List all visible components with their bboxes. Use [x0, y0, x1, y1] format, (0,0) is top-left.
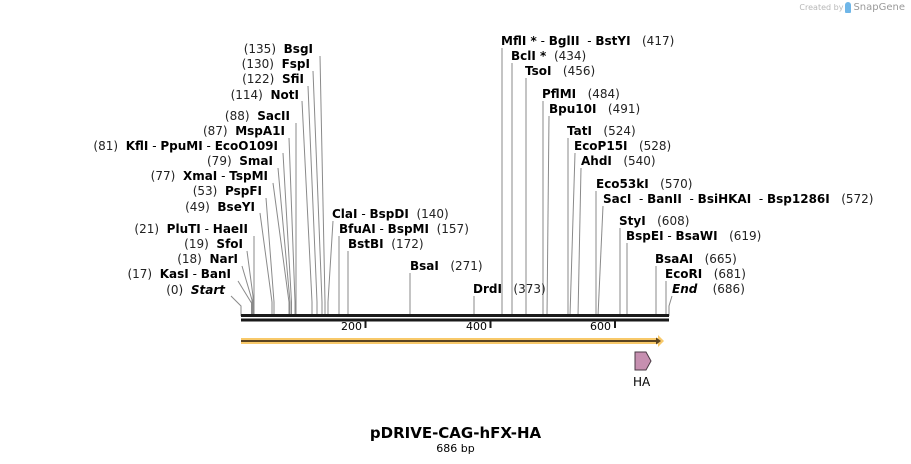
- site-label-clai[interactable]: ClaI - BspDI (140): [332, 207, 449, 221]
- site-label-pspfi[interactable]: (53) PspFI: [192, 184, 262, 198]
- site-line-xmai: [272, 182, 290, 316]
- site-line-smai: [277, 167, 291, 316]
- site-line-ecop15i: [569, 152, 576, 317]
- site-label-sacii[interactable]: (88) SacII: [224, 109, 290, 123]
- site-label-drdi[interactable]: DrdI (373): [473, 282, 546, 296]
- snapgene-logo-icon: [845, 2, 852, 13]
- credit-brand: SnapGene: [853, 2, 905, 13]
- site-label-bfuai[interactable]: BfuAI - BspMI (157): [339, 222, 469, 236]
- site-label-xmai[interactable]: (77) XmaI - TspMI: [150, 169, 268, 183]
- site-label-pluti[interactable]: (21) PluTI - HaeII: [134, 222, 248, 236]
- site-label-bstbi[interactable]: BstBI (172): [348, 237, 424, 251]
- site-label-nari[interactable]: (18) NarI: [177, 252, 238, 266]
- site-label-bsai[interactable]: BsaI (271): [410, 259, 483, 273]
- site-label-smai[interactable]: (79) SmaI: [207, 154, 273, 168]
- site-label-noti[interactable]: (114) NotI: [230, 88, 299, 102]
- site-line-start: [230, 295, 242, 316]
- site-label-kasi[interactable]: (17) KasI - BanI: [127, 267, 231, 281]
- site-label-sfii[interactable]: (122) SfiI: [242, 72, 304, 86]
- site-label-bsgi[interactable]: (135) BsgI: [243, 42, 313, 56]
- map-length: 686 bp: [436, 442, 475, 455]
- site-label-eco53ki[interactable]: Eco53kI (570): [596, 177, 693, 191]
- site-line-ahdi: [577, 167, 582, 317]
- ruler-tick-600: 600: [590, 320, 611, 333]
- ruler-ticks: [364, 321, 616, 328]
- ruler-tick-400: 400: [466, 320, 487, 333]
- site-label-mspa1i[interactable]: (87) MspA1I: [202, 124, 285, 138]
- snapgene-credit: Created by SnapGene: [799, 2, 905, 13]
- site-label-tati[interactable]: TatI (524): [567, 124, 636, 138]
- site-label-bpu10i[interactable]: Bpu10I (491): [549, 102, 641, 116]
- site-line-sfoi: [246, 250, 254, 316]
- ha-feature[interactable]: [634, 351, 652, 371]
- site-line-fspi: [312, 70, 323, 316]
- site-label-ecori[interactable]: EcoRI (681): [665, 267, 746, 281]
- site-label-mfli[interactable]: MflI * - BglII - BstYI (417): [501, 34, 675, 48]
- backbone: [241, 314, 669, 322]
- ruler-tick-200: 200: [341, 320, 362, 333]
- site-line-sfii: [307, 85, 318, 316]
- site-label-saci[interactable]: SacI - BanII - BsiHKAI - Bsp1286I (572): [603, 192, 874, 206]
- site-label-ecop15i[interactable]: EcoP15I (528): [574, 139, 672, 153]
- orf-feature-arrow[interactable]: [241, 335, 664, 347]
- site-line-clai: [327, 220, 334, 316]
- site-label-bsaai[interactable]: BsaAI (665): [655, 252, 737, 266]
- credit-prefix: Created by: [799, 3, 844, 12]
- site-label-bcli[interactable]: BclI * (434): [511, 49, 587, 63]
- site-label-kfli[interactable]: (81) KflI - PpuMI - EcoO109I: [93, 139, 278, 153]
- site-line-saci: [597, 205, 604, 317]
- site-line-noti: [301, 100, 313, 316]
- site-label-styi[interactable]: StyI (608): [619, 214, 690, 228]
- site-line-bsgi: [319, 55, 326, 316]
- site-label-ahdi[interactable]: AhdI (540): [581, 154, 656, 168]
- site-line-bpu10i: [546, 115, 550, 317]
- site-line-bseyi: [259, 212, 273, 316]
- site-label-tsoi[interactable]: TsoI (456): [525, 64, 596, 78]
- site-line-kasi: [237, 280, 252, 316]
- site-label-end[interactable]: End (686): [672, 282, 745, 296]
- site-lines: [230, 48, 673, 317]
- map-title: pDRIVE-CAG-hFX-HA: [369, 424, 542, 442]
- site-line-end: [668, 295, 673, 316]
- site-label-sfoi[interactable]: (19) SfoI: [184, 237, 243, 251]
- site-line-pspfi: [265, 197, 275, 316]
- site-label-fspi[interactable]: (130) FspI: [241, 57, 310, 71]
- ha-feature-label: HA: [633, 375, 651, 389]
- site-label-bseyi[interactable]: (49) BseYI: [185, 200, 255, 214]
- site-label-bspei[interactable]: BspEI - BsaWI (619): [626, 229, 762, 243]
- site-line-mspa1i: [288, 137, 296, 316]
- site-label-pflmi[interactable]: PflMI (484): [542, 87, 620, 101]
- site-line-nari: [241, 265, 253, 316]
- site-line-kfli: [282, 152, 292, 316]
- site-label-start[interactable]: (0) Start: [166, 283, 225, 297]
